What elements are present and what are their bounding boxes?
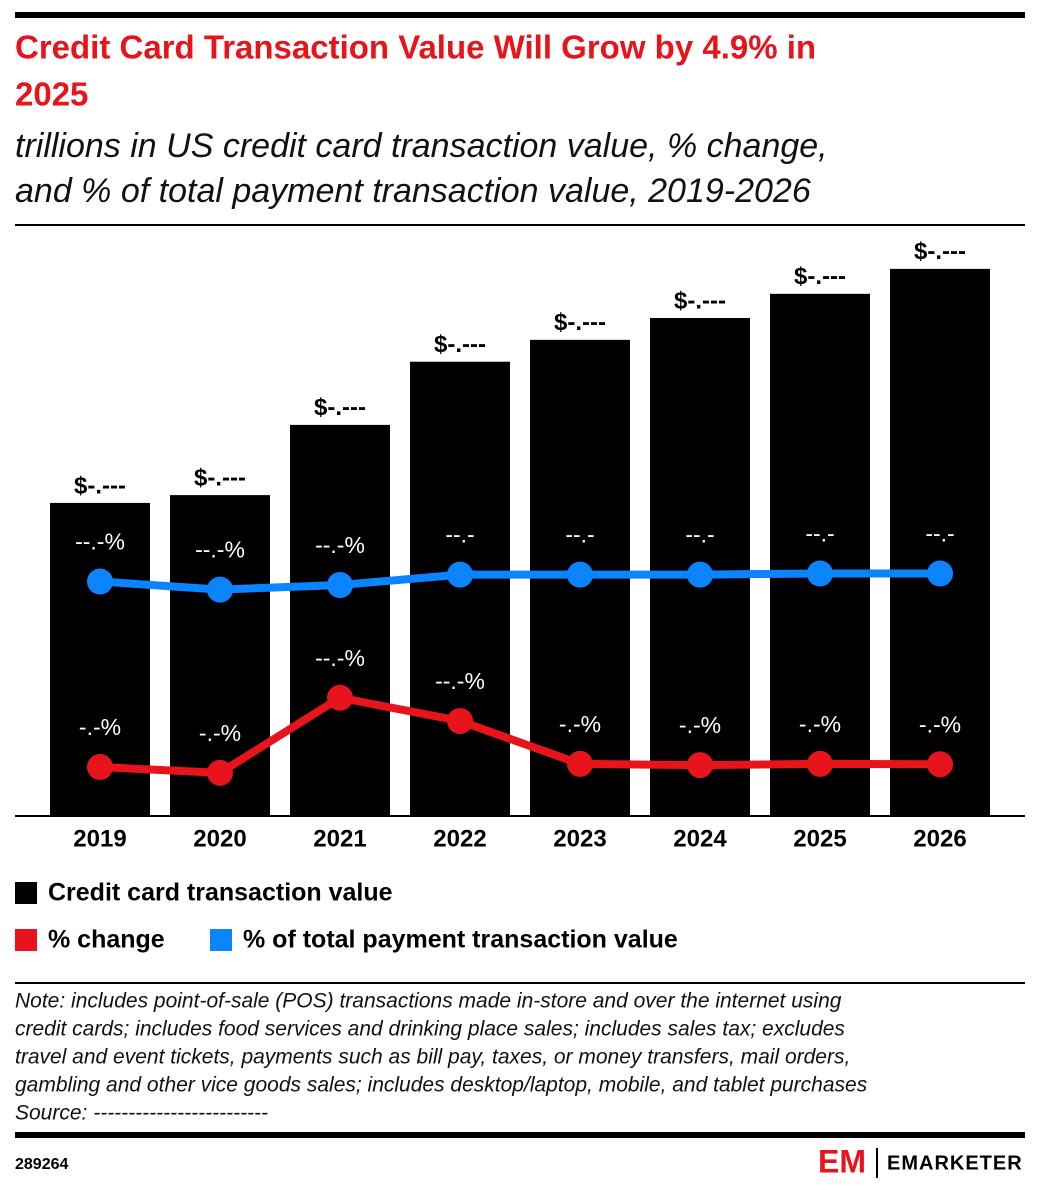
bar-value-label: $-.--- — [194, 464, 246, 491]
line-point — [687, 752, 713, 779]
top-rule — [15, 12, 1025, 18]
chart-title: Credit Card Transaction Value Will Grow … — [15, 29, 816, 66]
line-point — [567, 561, 593, 588]
line-point — [927, 751, 953, 778]
bar — [290, 424, 390, 815]
line-point — [87, 754, 113, 781]
line-value-label: --.-% — [75, 529, 125, 555]
line-value-label: --.- — [925, 521, 954, 547]
line-point — [87, 568, 113, 595]
line-point — [687, 561, 713, 588]
line — [99, 693, 941, 777]
line-value-label: -.-% — [919, 711, 961, 737]
x-tick-label: 2021 — [313, 825, 366, 852]
line-value-label: --.-% — [315, 532, 365, 558]
line-value-label: --.-% — [435, 668, 485, 694]
line-value-label: --.-% — [195, 537, 245, 563]
line-point — [207, 759, 233, 786]
line-value-label: --.- — [445, 522, 474, 548]
line-point — [327, 684, 353, 711]
legend-label: % change — [48, 926, 165, 954]
x-tick-label: 2023 — [553, 825, 606, 852]
line-point — [807, 560, 833, 587]
bar — [410, 361, 510, 815]
note: Source: ------------------------- — [15, 1102, 268, 1125]
note: travel and event tickets, payments such … — [15, 1046, 850, 1069]
logo-divider — [876, 1148, 878, 1178]
line-point — [567, 750, 593, 777]
line-point — [327, 572, 353, 598]
x-tick-label: 2022 — [433, 825, 486, 852]
bar-value-label: $-.--- — [434, 331, 486, 358]
bar-value-label: $-.--- — [674, 287, 726, 314]
x-tick-label: 2025 — [793, 825, 846, 852]
line-value-label: -.-% — [679, 712, 721, 738]
line-value-label: -.-% — [559, 711, 601, 737]
note: gambling and other vice goods sales; inc… — [15, 1074, 868, 1097]
line-value-label: --.- — [805, 521, 834, 547]
bar-value-label: $-.--- — [794, 263, 846, 290]
legend-swatch — [210, 929, 232, 951]
chart-subtitle: trillions in US credit card transaction … — [15, 127, 828, 165]
bottom-rule — [15, 1132, 1025, 1138]
line-value-label: --.- — [565, 522, 594, 548]
line-point — [807, 750, 833, 777]
line-value-label: -.-% — [799, 711, 841, 737]
x-tick-label: 2026 — [913, 825, 966, 852]
baseline — [15, 815, 1025, 817]
x-tick-label: 2020 — [193, 825, 246, 852]
logo-mark: EM — [818, 1143, 866, 1179]
bar-value-label: $-.--- — [74, 472, 126, 499]
chart-id: 289264 — [15, 1156, 68, 1173]
note: credit cards; includes food services and… — [15, 1018, 845, 1041]
legend-swatch — [15, 882, 37, 904]
chart-title: 2025 — [15, 76, 88, 113]
line-value-label: --.- — [685, 522, 714, 548]
line-point — [927, 560, 953, 587]
bar-value-label: $-.--- — [914, 238, 966, 265]
legend-swatch — [15, 929, 37, 951]
x-tick-label: 2019 — [73, 825, 126, 852]
bar-value-label: $-.--- — [554, 309, 606, 336]
legend-label: % of total payment transaction value — [243, 926, 678, 954]
rule — [15, 982, 1025, 984]
note: Note: includes point-of-sale (POS) trans… — [15, 990, 842, 1013]
bar — [890, 268, 990, 815]
rule — [15, 224, 1025, 226]
legend-label: Credit card transaction value — [48, 879, 393, 907]
line-value-label: --.-% — [315, 645, 365, 671]
line — [99, 569, 940, 594]
x-tick-label: 2024 — [673, 825, 727, 852]
logo: EMARKETER — [887, 1152, 1023, 1174]
chart-subtitle: and % of total payment transaction value… — [15, 172, 811, 210]
line-value-label: -.-% — [199, 720, 241, 746]
bar — [770, 293, 870, 815]
line-point — [447, 707, 473, 734]
bar-value-label: $-.--- — [314, 394, 366, 421]
line-value-label: -.-% — [79, 714, 121, 740]
line-point — [207, 576, 233, 603]
line-point — [447, 561, 473, 588]
